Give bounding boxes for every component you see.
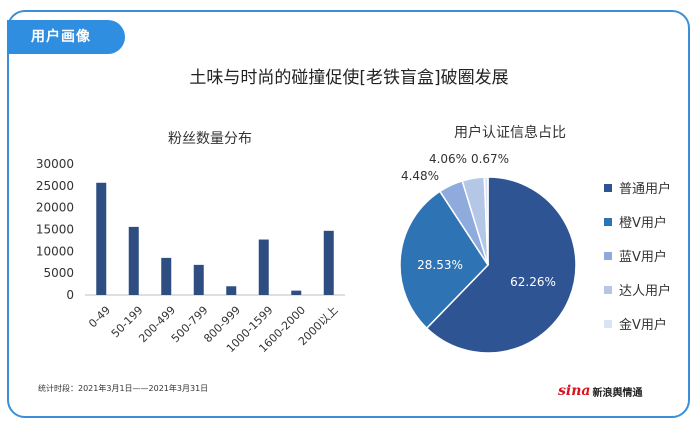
pie-data-label: 28.53% [417, 258, 463, 272]
pie-slice-金V用户 [483, 176, 489, 266]
y-tick-label: 15000 [36, 223, 74, 237]
pie-slice-橙V用户 [399, 190, 489, 330]
y-tick-label: 30000 [36, 157, 74, 171]
y-tick-label: 10000 [36, 244, 74, 258]
section-tag: 用户画像 [7, 20, 125, 54]
pie-slice-普通用户 [425, 176, 577, 354]
y-tick-label: 0 [66, 288, 74, 302]
brand-name: 新浪舆情通 [592, 387, 643, 399]
bar-1600-2000 [291, 290, 302, 295]
brand-logo: sina 新浪舆情通 [558, 383, 642, 399]
legend-swatch [604, 252, 612, 260]
bar-1000-1599 [258, 239, 269, 295]
legend-swatch [604, 320, 612, 328]
legend-swatch [604, 184, 612, 192]
sina-logo-icon: sina [558, 383, 591, 399]
legend-swatch [604, 218, 612, 226]
bar-50-199 [128, 226, 139, 295]
bar-2000以上 [323, 230, 334, 295]
main-title: 土味与时尚的碰撞促使[老铁盲盒]破圈发展 [189, 68, 509, 88]
bar-200-499 [161, 257, 172, 295]
y-tick-label: 5000 [43, 266, 74, 280]
legend-label: 达人用户 [619, 283, 671, 299]
legend-label: 普通用户 [619, 181, 671, 197]
footnote: 统计时段：2021年3月1日——2021年3月31日 [38, 384, 209, 393]
legend-label: 蓝V用户 [619, 249, 667, 265]
legend-label: 金V用户 [619, 317, 667, 333]
y-tick-label: 20000 [36, 201, 74, 215]
legend-label: 橙V用户 [619, 215, 667, 231]
legend-swatch [604, 286, 612, 294]
pie-data-label: 0.67% [471, 152, 509, 166]
x-tick-label: 0-49 [86, 304, 113, 331]
pie-chart-title: 用户认证信息占比 [454, 125, 566, 141]
pie-data-label: 62.26% [510, 275, 556, 289]
y-tick-label: 25000 [36, 179, 74, 193]
pie-data-label: 4.06% [429, 152, 467, 166]
bar-chart-title: 粉丝数量分布 [168, 131, 252, 147]
card-frame [7, 10, 690, 418]
bar-0-49 [96, 182, 107, 295]
bar-500-799 [193, 264, 204, 295]
pie-data-label: 4.48% [401, 169, 439, 183]
bar-800-999 [226, 286, 237, 295]
